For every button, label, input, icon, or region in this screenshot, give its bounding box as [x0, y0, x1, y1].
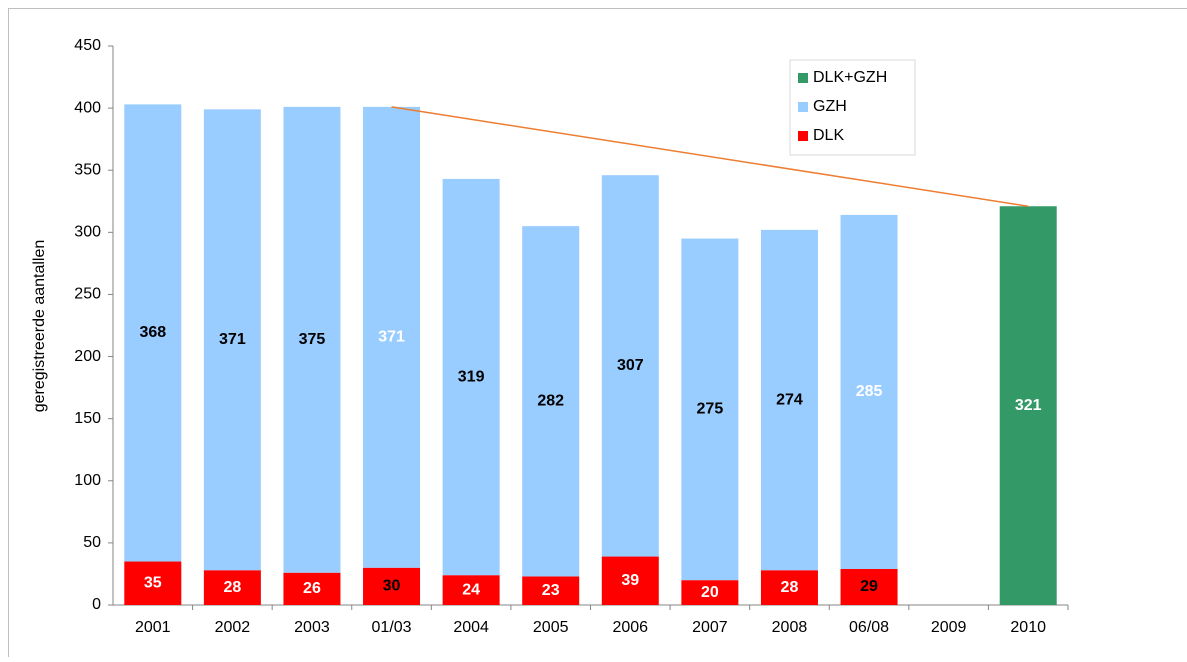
data-label: 371	[378, 329, 405, 346]
legend-label: GZH	[813, 98, 847, 115]
data-label: 307	[617, 357, 644, 374]
y-tick-label: 400	[74, 99, 101, 116]
data-label: 321	[1015, 397, 1042, 414]
y-tick-label: 200	[74, 348, 101, 365]
y-tick-label: 300	[74, 224, 101, 241]
x-tick-label: 2003	[294, 619, 330, 636]
x-tick-label: 2004	[453, 619, 489, 636]
x-tick-label: 2007	[692, 619, 728, 636]
x-tick-label: 2010	[1010, 619, 1046, 636]
data-label: 368	[139, 324, 166, 341]
data-label: 23	[542, 582, 560, 599]
data-label: 24	[462, 581, 480, 598]
y-tick-label: 150	[74, 410, 101, 427]
data-label: 282	[537, 392, 564, 409]
data-label: 28	[223, 579, 241, 596]
data-label: 285	[856, 383, 883, 400]
y-tick-label: 50	[83, 534, 101, 551]
y-tick-label: 100	[74, 472, 101, 489]
legend-label: DLK+GZH	[813, 69, 887, 86]
x-tick-label: 2002	[215, 619, 251, 636]
data-label: 274	[776, 391, 803, 408]
y-tick-label: 250	[74, 286, 101, 303]
x-tick-label: 01/03	[372, 619, 412, 636]
data-label: 28	[781, 579, 799, 596]
y-axis-title: geregistreerde aantallen	[31, 240, 48, 413]
y-tick-label: 0	[92, 596, 101, 613]
x-tick-label: 06/08	[849, 619, 889, 636]
data-label: 375	[299, 331, 326, 348]
data-label: 39	[621, 572, 639, 589]
data-label: 20	[701, 584, 719, 601]
legend-swatch	[798, 131, 808, 141]
data-label: 35	[144, 574, 162, 591]
x-tick-label: 2001	[135, 619, 171, 636]
data-label: 371	[219, 331, 246, 348]
y-tick-label: 450	[74, 37, 101, 54]
data-label: 26	[303, 580, 321, 597]
data-label: 275	[697, 401, 724, 418]
legend-swatch	[798, 102, 808, 112]
x-tick-label: 2005	[533, 619, 569, 636]
y-tick-label: 350	[74, 161, 101, 178]
legend-label: DLK	[813, 127, 844, 144]
x-tick-label: 2009	[931, 619, 967, 636]
legend-swatch	[798, 73, 808, 83]
x-tick-label: 2006	[612, 619, 648, 636]
data-label: 319	[458, 368, 485, 385]
data-label: 29	[860, 578, 878, 595]
data-label: 30	[383, 578, 401, 595]
x-tick-label: 2008	[772, 619, 808, 636]
